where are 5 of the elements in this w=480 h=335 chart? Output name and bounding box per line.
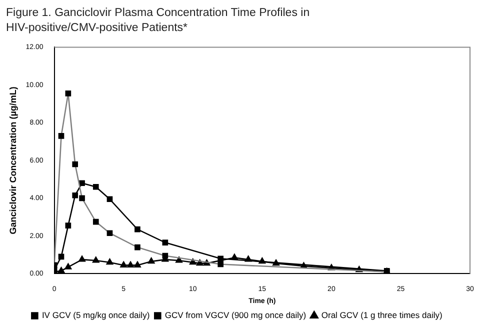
legend-label: IV GCV (5 mg/kg once daily) <box>42 310 150 320</box>
y-axis-title: Ganciclovir Concentration (µg/mL) <box>8 86 18 234</box>
legend-label: Oral GCV (1 g three times daily) <box>321 310 442 320</box>
chart-title: Figure 1. Ganciclovir Plasma Concentration Time Profiles in HIV-positive/CMV-positive Patients* <box>5 6 311 36</box>
legend-label: GCV from VGCV (900 mg once daily) <box>164 310 306 320</box>
